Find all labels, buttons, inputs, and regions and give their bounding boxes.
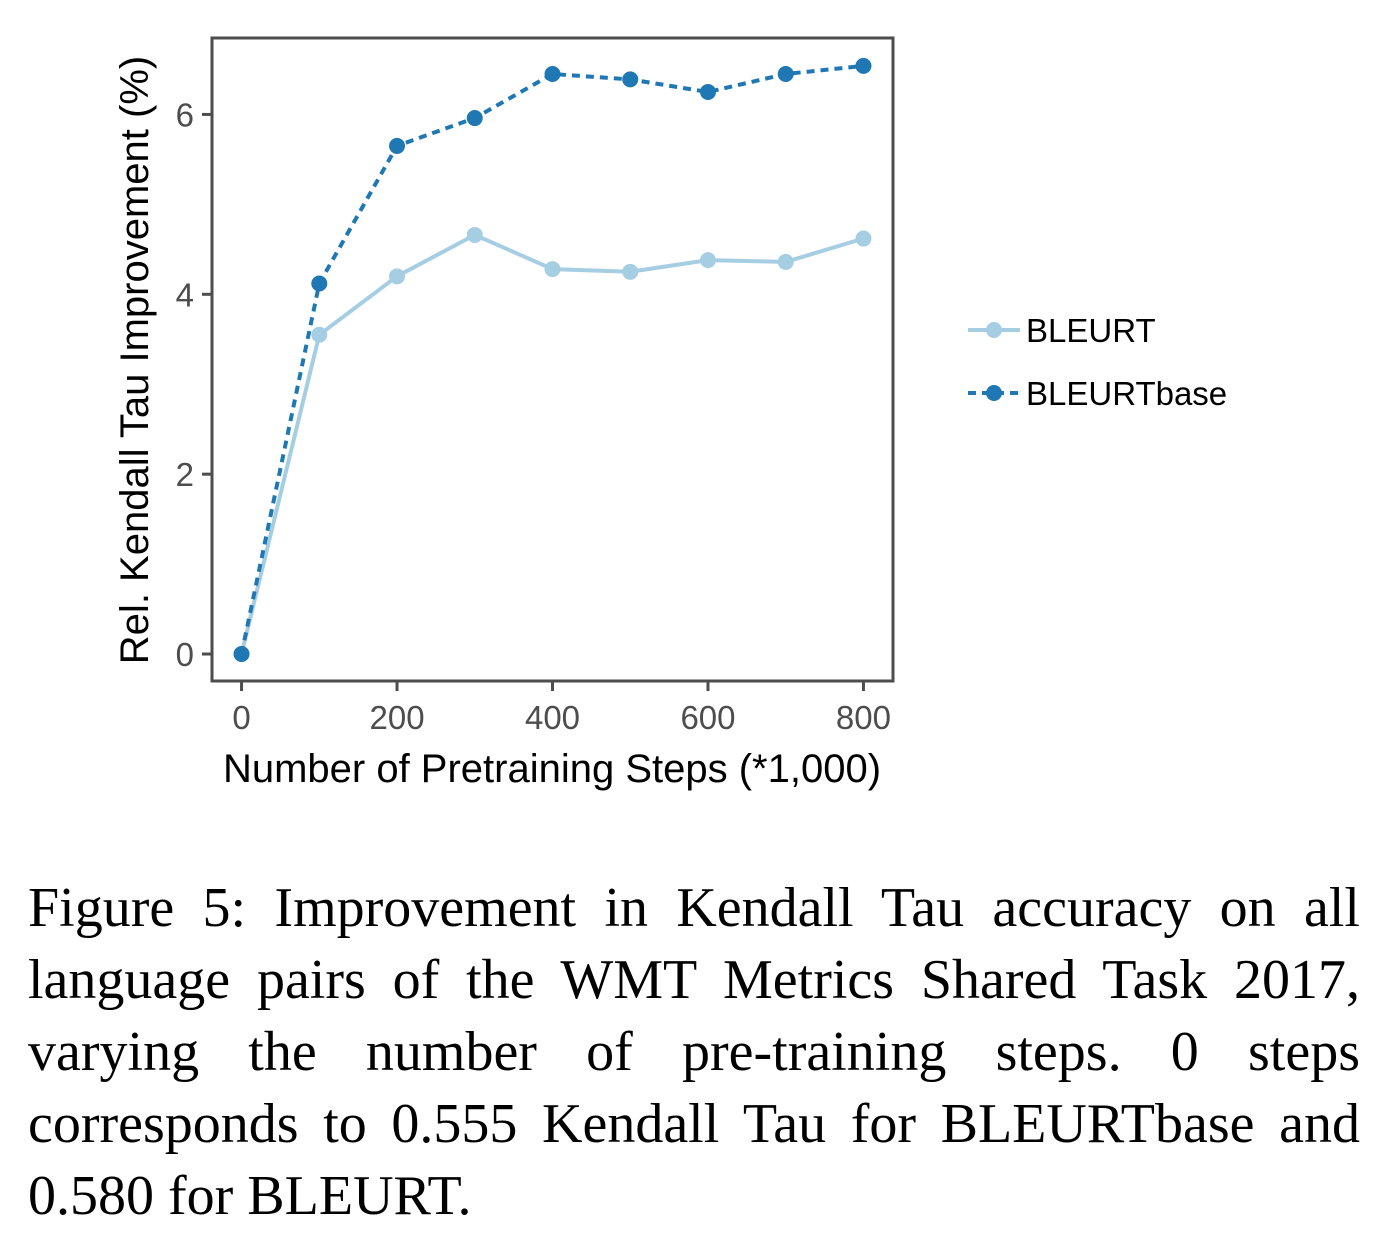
x-tick-label: 800 xyxy=(836,699,891,736)
series-point-0 xyxy=(466,226,483,243)
series-point-1 xyxy=(233,646,250,663)
y-tick-label: 2 xyxy=(176,456,194,493)
series-point-0 xyxy=(699,252,716,269)
series-point-1 xyxy=(777,65,794,82)
series-line-0 xyxy=(239,232,865,655)
series-line-1 xyxy=(239,63,864,655)
y-tick-label: 0 xyxy=(176,636,194,673)
series-point-1 xyxy=(622,71,639,88)
legend-label-0: BLEURT xyxy=(1026,312,1156,349)
series-point-0 xyxy=(622,263,639,280)
x-tick-label: 0 xyxy=(232,699,250,736)
line-chart: 0 200 400 600 800 0 2 4 6 Number of Pretraining… xyxy=(113,36,1227,791)
series-point-1 xyxy=(855,57,872,74)
x-tick-label: 200 xyxy=(369,699,424,736)
x-axis: 0 200 400 600 800 xyxy=(232,681,891,736)
figure-caption: Figure 5: Improvement in Kendall Tau acc… xyxy=(28,877,1360,1227)
x-tick-label: 600 xyxy=(680,699,735,736)
series-point-1 xyxy=(311,275,328,292)
series-point-0 xyxy=(855,230,872,247)
y-axis-title: Rel. Kendall Tau Improvement (%) xyxy=(113,56,157,664)
legend-label-1: BLEURTbase xyxy=(1026,375,1227,412)
legend: BLEURT BLEURTbase xyxy=(968,312,1227,412)
legend-marker-1 xyxy=(986,385,1002,401)
series-point-1 xyxy=(466,110,483,127)
x-axis-title: Number of Pretraining Steps (*1,000) xyxy=(223,747,881,791)
x-tick-label: 400 xyxy=(525,699,580,736)
y-tick-label: 6 xyxy=(176,96,194,133)
y-tick-label: 4 xyxy=(176,276,194,313)
series-point-0 xyxy=(389,268,406,285)
series-point-0 xyxy=(777,253,794,270)
series-point-1 xyxy=(389,137,406,154)
series-point-1 xyxy=(699,83,716,100)
series-layer xyxy=(233,57,872,663)
legend-marker-0 xyxy=(986,322,1002,338)
y-axis: 0 2 4 6 xyxy=(176,96,212,673)
series-point-1 xyxy=(544,65,561,82)
series-point-0 xyxy=(544,261,561,278)
series-point-0 xyxy=(311,326,328,343)
